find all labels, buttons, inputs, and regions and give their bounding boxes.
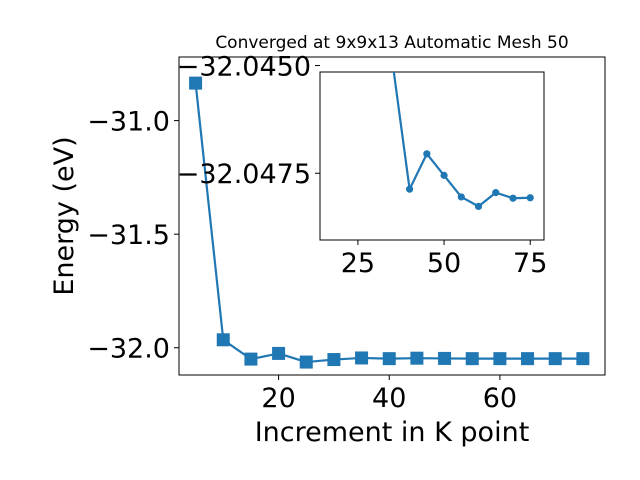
main-data-point bbox=[465, 352, 479, 366]
main-y-tick-label: −31.0 bbox=[87, 106, 170, 137]
main-y-tick-label: −31.5 bbox=[87, 220, 170, 251]
inset-data-point bbox=[492, 189, 500, 197]
main-x-tick-label: 20 bbox=[261, 383, 295, 414]
inset-data-point bbox=[474, 202, 483, 210]
inset-data-point bbox=[440, 171, 448, 179]
main-data-point bbox=[548, 352, 562, 366]
main-data-point bbox=[355, 351, 369, 365]
chart-title: Converged at 9x9x13 Automatic Mesh 50 bbox=[215, 33, 568, 53]
main-data-point bbox=[189, 76, 203, 90]
main-data-point bbox=[272, 346, 286, 360]
main-data-point bbox=[299, 355, 313, 369]
main-data-point bbox=[438, 351, 452, 365]
inset-data-point bbox=[423, 150, 431, 158]
main-data-point bbox=[410, 351, 424, 365]
main-series bbox=[189, 76, 590, 369]
main-y-tick-label: −32.0 bbox=[87, 333, 170, 364]
inset-data-point bbox=[389, 58, 396, 65]
inset-plot: 25 50 75 −32.0475 −32.0450 bbox=[177, 51, 548, 279]
x-axis-label: Increment in K point bbox=[255, 417, 530, 448]
main-plot: 20 40 60 −32.0 −31.5 −31.0 bbox=[87, 56, 606, 414]
inset-data-point bbox=[509, 194, 517, 202]
main-data-point bbox=[493, 352, 507, 366]
main-data-point bbox=[521, 352, 535, 366]
y-axis-label: Energy (eV) bbox=[49, 136, 80, 295]
inset-background bbox=[320, 72, 544, 240]
inset-series bbox=[389, 58, 534, 210]
main-data-point bbox=[576, 352, 590, 366]
main-x-tick-label: 60 bbox=[483, 383, 517, 414]
inset-y-tick-label: −32.0450 bbox=[177, 51, 311, 82]
main-data-point bbox=[382, 352, 396, 366]
inset-axes-frame bbox=[319, 71, 545, 241]
main-axes-frame bbox=[178, 56, 606, 376]
inset-data-point bbox=[457, 193, 465, 201]
inset-x-tick-label: 75 bbox=[513, 248, 547, 279]
main-x-tick-label: 40 bbox=[372, 383, 406, 414]
inset-x-tick-label: 25 bbox=[341, 248, 375, 279]
main-data-point bbox=[244, 352, 258, 366]
inset-x-tick-label: 50 bbox=[427, 248, 461, 279]
inset-y-tick-label: −32.0475 bbox=[177, 159, 311, 190]
inset-data-point bbox=[526, 194, 534, 202]
main-data-point bbox=[327, 353, 341, 367]
inset-data-point bbox=[406, 185, 414, 193]
main-data-point bbox=[216, 333, 230, 347]
